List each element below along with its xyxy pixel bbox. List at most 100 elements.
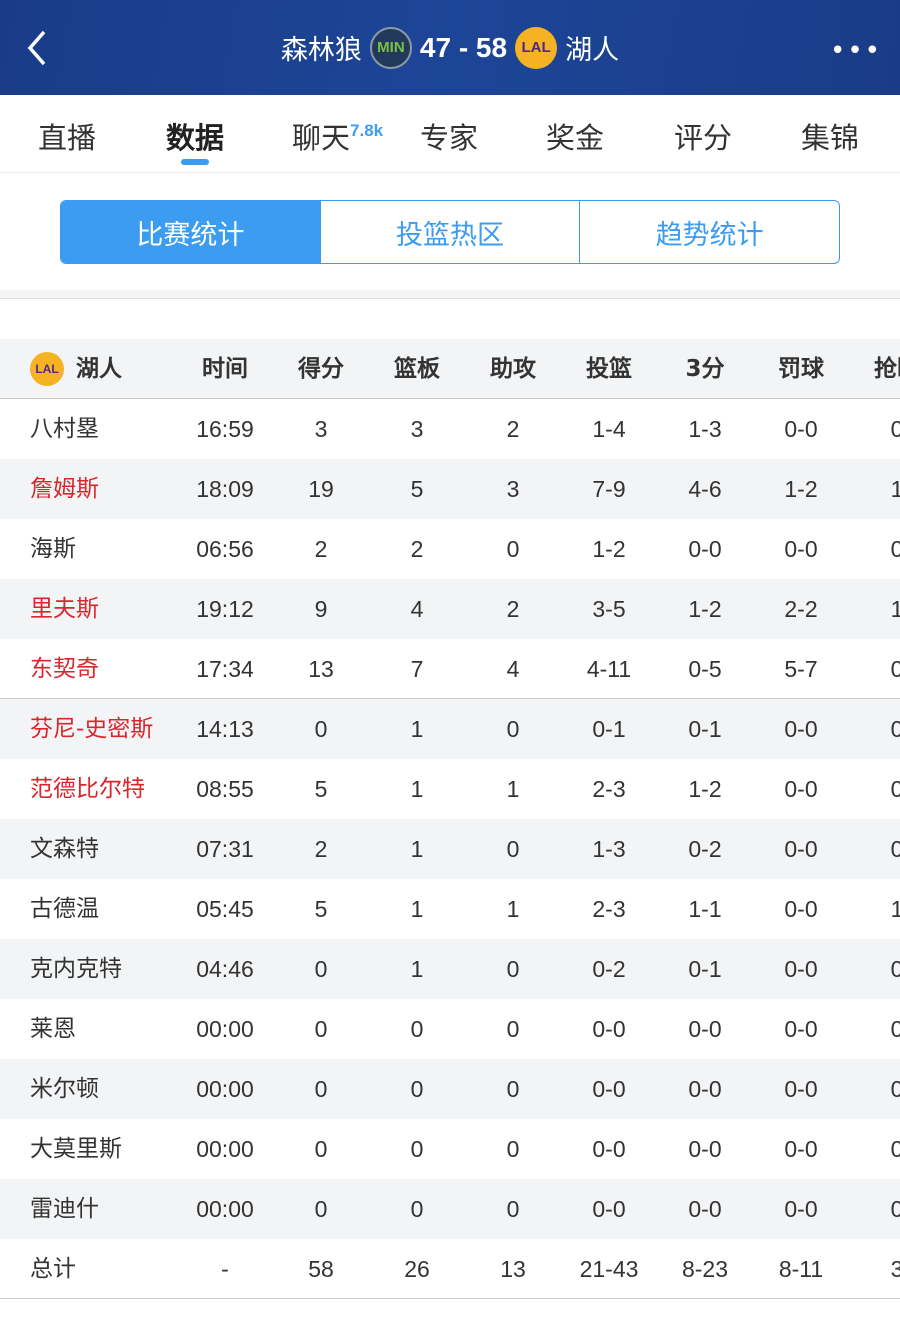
stat-4: 1-4 — [592, 416, 626, 442]
table-row[interactable]: 大莫里斯 00:00 0 0 0 0-0 0-0 0-0 0 — [0, 1119, 900, 1179]
column-header[interactable]: 得分 — [298, 356, 344, 382]
stat-4: 2-3 — [592, 896, 626, 922]
more-dots-icon[interactable]: ••• — [829, 36, 882, 66]
stat-1: 0 — [314, 1076, 328, 1102]
player-name[interactable]: 东契奇 — [30, 656, 99, 682]
table-row[interactable]: 里夫斯 19:12 9 4 2 3-5 1-2 2-2 1 — [0, 579, 900, 639]
stat-3: 0 — [506, 1196, 520, 1222]
stat-5: 1-1 — [688, 896, 722, 922]
player-name[interactable]: 古德温 — [30, 896, 99, 922]
stat-4: 1-3 — [592, 836, 626, 862]
table-header: LAL 湖人 时间 得分 篮板 助攻 投篮 3分 罚球 抢断 — [0, 339, 900, 399]
stat-7: 1 — [890, 476, 900, 502]
stat-2: 2 — [410, 536, 424, 562]
tab-highlights[interactable]: 集锦 — [801, 121, 860, 155]
stat-0: 17:34 — [196, 656, 254, 682]
player-name[interactable]: 詹姆斯 — [30, 476, 99, 502]
player-name[interactable]: 莱恩 — [30, 1016, 76, 1042]
stat-5: 4-6 — [688, 476, 722, 502]
stat-7: 0 — [890, 536, 900, 562]
stat-0: 00:00 — [196, 1016, 254, 1042]
column-header[interactable]: 罚球 — [778, 356, 824, 382]
score: 47 - 58 — [419, 31, 508, 63]
tab-chat[interactable]: 聊天7.8k — [292, 115, 383, 157]
tab-ratings[interactable]: 评分 — [674, 121, 733, 155]
stat-4: 3-5 — [592, 596, 626, 622]
player-name[interactable]: 里夫斯 — [30, 596, 99, 622]
player-name[interactable]: 雷迪什 — [30, 1196, 99, 1222]
player-name[interactable]: 文森特 — [30, 836, 99, 862]
player-name[interactable]: 大莫里斯 — [30, 1136, 122, 1162]
stat-0: 08:55 — [196, 776, 254, 802]
column-header[interactable]: 3分 — [685, 356, 725, 382]
stat-4: 4-11 — [586, 656, 632, 682]
stat-1: 5 — [314, 776, 328, 802]
table-row[interactable]: 古德温 05:45 5 1 1 2-3 1-1 0-0 1 — [0, 879, 900, 939]
stat-1: 19 — [308, 476, 334, 502]
stat-7: 0 — [890, 416, 900, 442]
stat-1: 0 — [314, 1136, 328, 1162]
segment-trend-stats[interactable]: 趋势统计 — [579, 201, 839, 263]
table-row[interactable]: 雷迪什 00:00 0 0 0 0-0 0-0 0-0 0 — [0, 1179, 900, 1239]
stat-2: 3 — [410, 416, 424, 442]
player-name[interactable]: 范德比尔特 — [30, 776, 145, 802]
stat-5: 1-2 — [688, 776, 722, 802]
segment-shot-chart[interactable]: 投篮热区 — [319, 201, 580, 263]
stat-0: 16:59 — [196, 416, 254, 442]
stat-5: 0-0 — [688, 1076, 722, 1102]
stat-0: - — [221, 1256, 229, 1282]
table-row[interactable]: 詹姆斯 18:09 19 5 3 7-9 4-6 1-2 1 — [0, 459, 900, 519]
table-row[interactable]: 东契奇 17:34 13 7 4 4-11 0-5 5-7 0 — [0, 639, 900, 699]
table-row[interactable]: 克内克特 04:46 0 1 0 0-2 0-1 0-0 0 — [0, 939, 900, 999]
home-team-name: 森林狼 — [280, 35, 362, 66]
segment-game-stats[interactable]: 比赛统计 — [61, 201, 320, 263]
player-name[interactable]: 海斯 — [30, 536, 76, 562]
tab-prize[interactable]: 奖金 — [546, 121, 605, 155]
stat-7: 3 — [890, 1256, 900, 1282]
player-name[interactable]: 总计 — [30, 1256, 76, 1282]
tab-experts[interactable]: 专家 — [420, 121, 479, 155]
stat-6: 0-0 — [784, 1016, 818, 1042]
stat-1: 9 — [314, 596, 328, 622]
stat-3: 0 — [506, 536, 520, 562]
tab-chat-label: 聊天 — [292, 121, 351, 155]
stat-7: 0 — [890, 1016, 900, 1042]
column-header[interactable]: 篮板 — [394, 356, 440, 382]
stat-1: 3 — [314, 416, 328, 442]
stat-3: 4 — [506, 656, 520, 682]
stat-4: 0-0 — [592, 1016, 626, 1042]
stat-4: 0-0 — [592, 1136, 626, 1162]
stat-5: 0-1 — [688, 716, 722, 742]
table-row[interactable]: 米尔顿 00:00 0 0 0 0-0 0-0 0-0 0 — [0, 1059, 900, 1119]
stat-0: 06:56 — [196, 536, 254, 562]
table-row[interactable]: 文森特 07:31 2 1 0 1-3 0-2 0-0 0 — [0, 819, 900, 879]
stat-3: 0 — [506, 1076, 520, 1102]
chevron-left-icon[interactable] — [22, 28, 52, 68]
column-header[interactable]: 助攻 — [490, 356, 536, 382]
column-header[interactable]: 投篮 — [586, 356, 632, 382]
player-name[interactable]: 米尔顿 — [30, 1076, 99, 1102]
table-row[interactable]: 范德比尔特 08:55 5 1 1 2-3 1-2 0-0 0 — [0, 759, 900, 819]
stat-2: 4 — [410, 596, 424, 622]
team-name: 湖人 — [76, 356, 122, 382]
tab-live[interactable]: 直播 — [38, 121, 97, 155]
player-name[interactable]: 克内克特 — [30, 956, 122, 982]
tab-stats[interactable]: 数据 — [166, 121, 225, 155]
stats-segment-control: 比赛统计 投篮热区 趋势统计 — [60, 200, 840, 264]
match-title: 森林狼 MIN 47 - 58 LAL 湖人 — [0, 0, 900, 95]
table-total-row[interactable]: 总计 - 58 26 13 21-43 8-23 8-11 3 — [0, 1239, 900, 1299]
stat-7: 1 — [890, 896, 900, 922]
column-header[interactable]: 抢断 — [874, 356, 900, 382]
player-name[interactable]: 八村塁 — [30, 416, 99, 442]
stat-1: 2 — [314, 836, 328, 862]
column-header[interactable]: 时间 — [202, 356, 248, 382]
table-row[interactable]: 莱恩 00:00 0 0 0 0-0 0-0 0-0 0 — [0, 999, 900, 1059]
table-row[interactable]: 海斯 06:56 2 2 0 1-2 0-0 0-0 0 — [0, 519, 900, 579]
table-row[interactable]: 八村塁 16:59 3 3 2 1-4 1-3 0-0 0 — [0, 399, 900, 459]
stat-6: 0-0 — [784, 896, 818, 922]
stat-7: 0 — [890, 1136, 900, 1162]
table-row[interactable]: 芬尼-史密斯 14:13 0 1 0 0-1 0-1 0-0 0 — [0, 699, 900, 759]
player-name[interactable]: 芬尼-史密斯 — [30, 716, 154, 742]
stat-3: 0 — [506, 1136, 520, 1162]
stat-4: 21-43 — [579, 1256, 639, 1282]
